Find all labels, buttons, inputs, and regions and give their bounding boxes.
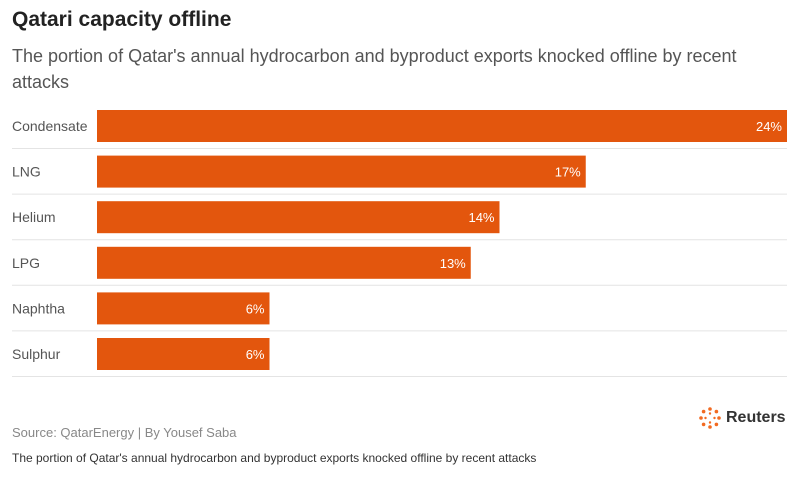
- bar-lng: [97, 155, 586, 188]
- category-label: LPG: [12, 255, 40, 271]
- value-label: 14%: [468, 210, 494, 225]
- category-label: Sulphur: [12, 346, 61, 362]
- value-label: 24%: [756, 119, 782, 134]
- bar-chart: Condensate 24% LNG 17% Helium 14% LPG 13% Naphth…: [12, 110, 787, 377]
- bar-sulphur: [97, 338, 270, 370]
- bar-helium: [97, 201, 500, 234]
- category-label: Naphtha: [12, 300, 65, 316]
- bar-naphtha: [97, 292, 270, 325]
- bar-lpg: [97, 246, 471, 279]
- reuters-logo-icon: [699, 407, 721, 429]
- value-label: 17%: [555, 165, 581, 180]
- category-label: LNG: [12, 164, 41, 180]
- chart-subtitle: The portion of Qatar's annual hydrocarbo…: [12, 46, 737, 92]
- value-label: 6%: [246, 301, 265, 316]
- chart-caption: The portion of Qatar's annual hydrocarbo…: [12, 451, 537, 465]
- reuters-logo-text: Reuters: [726, 409, 786, 426]
- category-label: Condensate: [12, 118, 88, 134]
- value-label: 13%: [440, 256, 466, 271]
- source-note: Source: QatarEnergy | By Yousef Saba: [12, 425, 237, 440]
- chart-title: Qatari capacity offline: [12, 8, 232, 31]
- category-label: Helium: [12, 209, 56, 225]
- reuters-logo: Reuters: [698, 406, 786, 430]
- value-label: 6%: [246, 347, 265, 362]
- bar-condensate: [97, 110, 787, 142]
